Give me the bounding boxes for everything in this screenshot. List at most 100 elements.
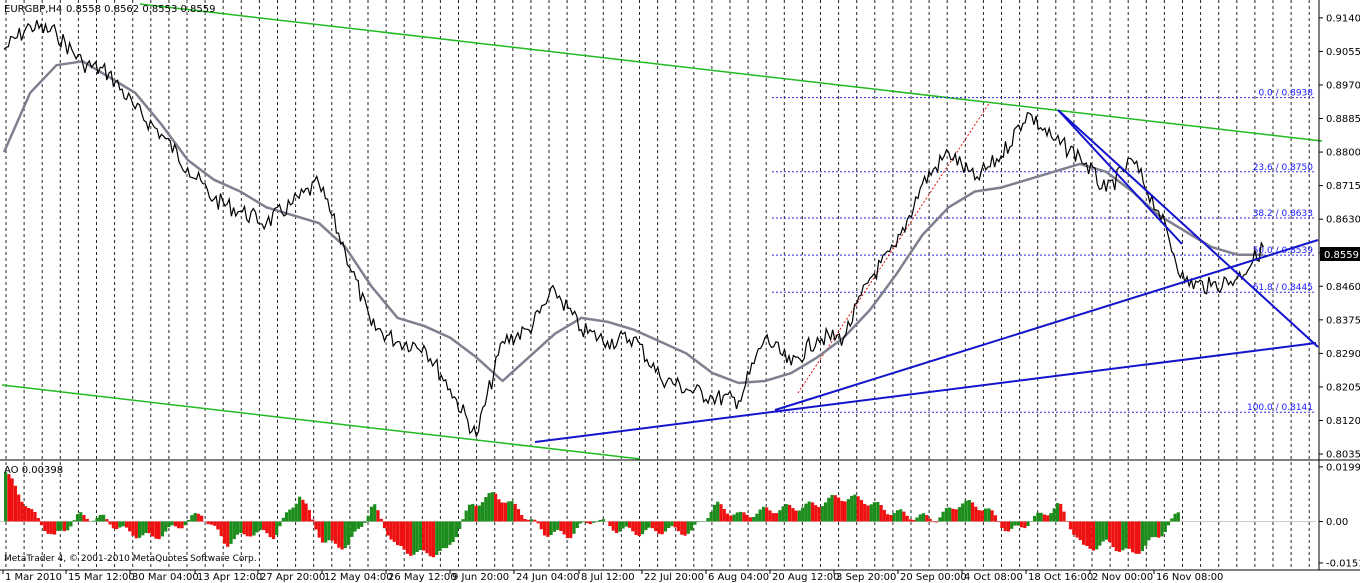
ao-bar bbox=[405, 521, 409, 554]
ao-bar bbox=[1121, 521, 1125, 551]
ao-bar bbox=[546, 521, 550, 537]
ao-bar bbox=[373, 504, 377, 522]
y-tick-label: 0.8970 bbox=[1326, 80, 1360, 91]
ao-bar bbox=[376, 510, 380, 522]
ao-bar bbox=[840, 500, 844, 522]
ao-bar bbox=[993, 515, 997, 522]
ao-bar bbox=[118, 521, 122, 528]
ao-bar bbox=[1127, 521, 1131, 549]
ao-bar bbox=[529, 519, 534, 522]
ao-bar bbox=[461, 519, 465, 522]
ao-bar bbox=[683, 521, 687, 536]
ao-bar bbox=[614, 521, 619, 533]
ao-bar bbox=[843, 501, 847, 522]
ao-bar bbox=[291, 507, 295, 522]
blue-trendlines[interactable] bbox=[534, 109, 1319, 443]
ao-bar bbox=[69, 521, 73, 527]
ao-bar bbox=[1101, 521, 1105, 542]
ao-bar bbox=[177, 521, 181, 529]
price-line bbox=[3, 19, 1265, 439]
ao-bar bbox=[814, 505, 818, 522]
ao-bar bbox=[115, 521, 119, 530]
ao-bar bbox=[1039, 512, 1043, 522]
ao-bar bbox=[644, 521, 648, 531]
ao-bar bbox=[624, 521, 628, 527]
x-tick-label: 3 Sep 20:00 bbox=[836, 572, 896, 583]
ao-bar bbox=[797, 510, 801, 522]
y-tick-label: 0.8885 bbox=[1326, 114, 1360, 125]
y-tick-label: 0.8035 bbox=[1326, 450, 1360, 461]
ao-bar bbox=[954, 509, 958, 522]
ao-bar bbox=[1013, 521, 1017, 526]
ao-bar bbox=[608, 521, 612, 526]
ao-bar bbox=[402, 521, 406, 550]
x-tick-label: 20 Aug 12:00 bbox=[772, 572, 839, 583]
ao-bar bbox=[320, 521, 325, 543]
ao-bar bbox=[245, 521, 249, 537]
fib-level-label: 61.8 / 0.8445 bbox=[1253, 283, 1313, 293]
ao-bar bbox=[124, 521, 129, 528]
ao-bar bbox=[180, 521, 184, 529]
ao-bar bbox=[650, 521, 654, 529]
ao-bar bbox=[758, 509, 762, 522]
ao-bar bbox=[206, 521, 210, 525]
ao-bar bbox=[164, 521, 168, 532]
ao-bar bbox=[735, 512, 739, 522]
ao-bar bbox=[680, 521, 684, 535]
ao-bar bbox=[1147, 521, 1151, 541]
x-tick-label: 16 Nov 08:00 bbox=[1156, 572, 1223, 583]
ao-bar bbox=[173, 521, 178, 527]
ma-line bbox=[2, 60, 1264, 385]
ao-bar bbox=[255, 521, 259, 533]
ao-bar bbox=[732, 514, 736, 522]
ao-bar bbox=[382, 521, 387, 529]
ao-bar bbox=[422, 521, 426, 551]
ao-bar bbox=[428, 521, 432, 557]
ao-bar bbox=[219, 521, 223, 537]
ao-tick-label: 0.00 bbox=[1326, 517, 1348, 528]
ao-bar bbox=[17, 494, 21, 522]
ao-bar bbox=[62, 521, 66, 532]
ao-bar bbox=[748, 517, 752, 522]
ao-bar bbox=[869, 504, 873, 522]
ao-bar bbox=[1019, 521, 1024, 528]
ao-bar bbox=[43, 521, 47, 531]
ao-bar bbox=[239, 521, 243, 533]
ao-bar bbox=[1036, 512, 1040, 522]
ao-bar bbox=[863, 503, 867, 522]
ao-bar bbox=[458, 521, 462, 529]
ao-bar bbox=[526, 519, 530, 522]
ao-bar bbox=[1003, 521, 1007, 532]
ao-bar bbox=[412, 521, 416, 555]
ao-bar bbox=[200, 515, 204, 522]
ao-bar bbox=[987, 508, 991, 522]
ao-bar bbox=[232, 521, 236, 540]
ao-bar bbox=[1010, 521, 1014, 529]
x-tick-label: 6 Aug 04:00 bbox=[708, 572, 769, 583]
ao-bar bbox=[441, 521, 445, 549]
fib-level-label: 100.0 / 0.8141 bbox=[1247, 403, 1313, 413]
ao-bar bbox=[1023, 521, 1027, 529]
ao-bar bbox=[252, 521, 256, 536]
ao-bar bbox=[1042, 514, 1046, 522]
ao-bar bbox=[886, 514, 890, 522]
ao-bar bbox=[327, 521, 331, 541]
ao-bar bbox=[157, 521, 161, 540]
ao-bar bbox=[601, 519, 605, 522]
ao-bar bbox=[1046, 515, 1050, 522]
current-price-marker bbox=[1320, 247, 1360, 261]
ao-bar bbox=[676, 521, 681, 532]
ao-bar bbox=[75, 514, 80, 522]
ao-bar bbox=[1124, 521, 1128, 549]
ohlc-readout: 0.8558 0.8562 0.8553 0.8559 bbox=[66, 4, 216, 15]
ao-bar bbox=[533, 519, 537, 522]
ao-bar bbox=[657, 521, 661, 534]
ao-bar bbox=[970, 502, 975, 522]
channel-upper-line bbox=[139, 3, 1323, 142]
ao-bar bbox=[791, 508, 795, 522]
ao-bar bbox=[670, 521, 674, 527]
ao-bar bbox=[879, 505, 883, 522]
ao-bar bbox=[543, 521, 547, 536]
ao-bar bbox=[1049, 513, 1053, 522]
